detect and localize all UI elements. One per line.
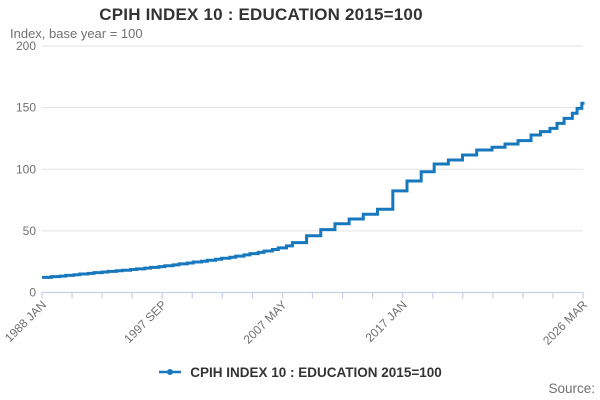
source-label: Source: <box>548 381 595 396</box>
series-line <box>42 101 585 279</box>
y-axis-tick-label: 0 <box>29 286 36 300</box>
y-axis-tick-label: 150 <box>16 101 36 115</box>
legend-item[interactable]: CPIH INDEX 10 : EDUCATION 2015=100 <box>0 362 600 382</box>
y-axis-tick-label: 50 <box>23 224 37 238</box>
legend-label: CPIH INDEX 10 : EDUCATION 2015=100 <box>190 364 442 380</box>
x-axis-tick-label: 2017 JAN <box>363 298 410 345</box>
chart-title: CPIH INDEX 10 : EDUCATION 2015=100 <box>99 5 423 24</box>
y-axis-tick-label: 100 <box>16 162 36 176</box>
x-axis-tick-label: 2026 MAR <box>540 297 590 347</box>
x-axis-tick-label: 2007 MAY <box>241 298 290 347</box>
x-axis-tick-label: 1997 SEP <box>121 298 169 346</box>
chart-subtitle: Index, base year = 100 <box>10 26 143 41</box>
legend-line-marker-icon <box>159 369 182 375</box>
y-axis-tick-label: 200 <box>16 39 36 53</box>
x-axis-tick-label: 1988 JAN <box>2 298 49 345</box>
